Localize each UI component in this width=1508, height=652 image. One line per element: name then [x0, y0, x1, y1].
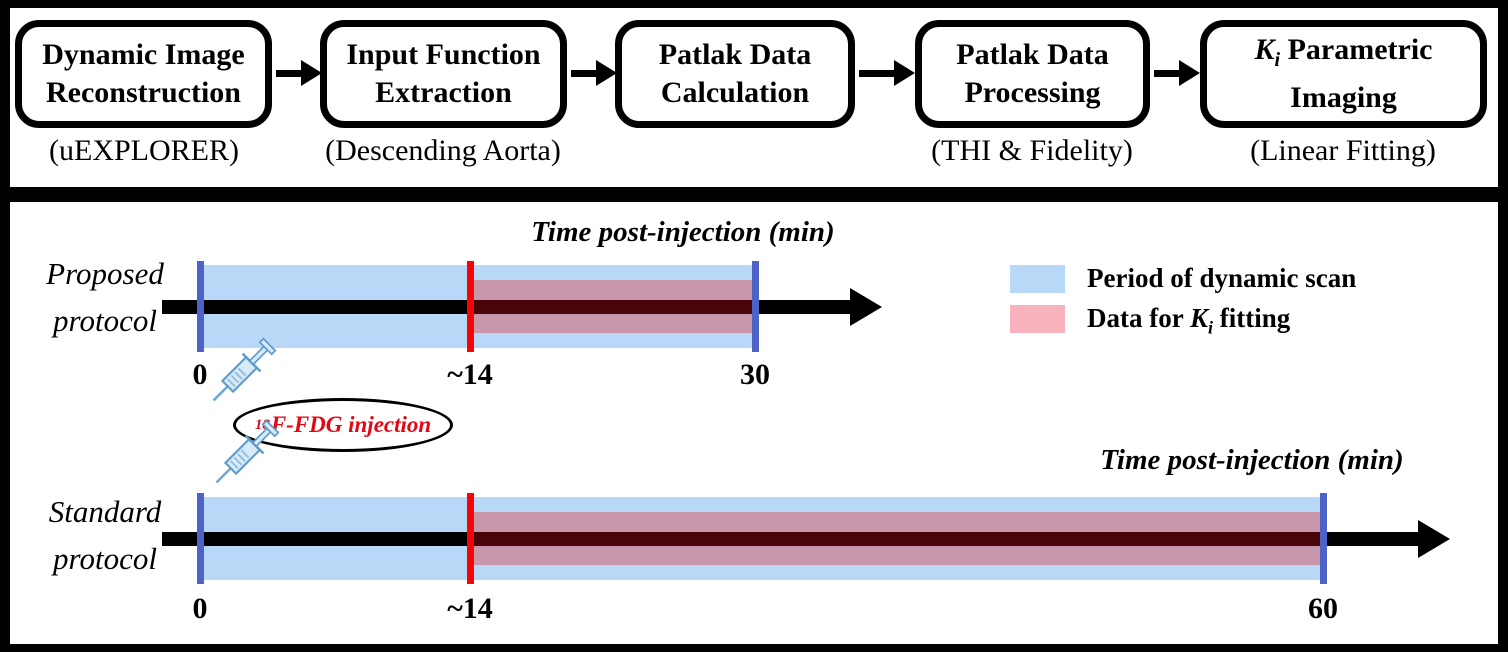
arrow-3-shaft — [859, 70, 896, 77]
box-line2: Calculation — [660, 76, 810, 109]
box-line1: Patlak Data — [658, 38, 812, 71]
caption-descending-aorta: (Descending Aorta) — [325, 134, 561, 167]
legend-label-ki-fitting: Data for Ki fitting — [1087, 303, 1290, 338]
flowchart-box-input-function-extraction: Input Function Extraction — [320, 20, 567, 128]
legend-ki-symbol: K — [1189, 303, 1208, 333]
standard-time-axis-fitting-segment — [470, 532, 1323, 546]
box-line2: Processing — [964, 76, 1101, 109]
flowchart-box-patlak-data-calculation: Patlak Data Calculation — [615, 20, 855, 128]
flowchart-box-dynamic-image-reconstruction: Dynamic Image Reconstruction — [15, 20, 272, 128]
caption-thi-fidelity: (THI & Fidelity) — [931, 134, 1133, 167]
proposed-tick-30: 30 — [740, 358, 770, 391]
ki-symbol: K — [1254, 33, 1275, 66]
standard-label-line1: Standard — [48, 494, 162, 529]
box-line2: Extraction — [375, 76, 512, 109]
proposed-protocol-label: Proposed protocol — [30, 250, 180, 344]
legend-swatch-ki-fitting — [1010, 305, 1065, 333]
standard-marker-end — [1320, 493, 1327, 584]
standard-marker-start — [197, 493, 204, 584]
timeline-panel: Time post-injection (min) Proposed proto… — [10, 202, 1498, 644]
legend-ki-subscript: i — [1208, 317, 1214, 338]
arrow-2-shaft — [571, 70, 598, 77]
box-line1: Patlak Data — [956, 38, 1109, 71]
proposed-label-line1: Proposed — [46, 256, 164, 291]
proposed-label-line2: protocol — [53, 303, 157, 338]
caption-linear-fitting: (Linear Fitting) — [1250, 134, 1436, 167]
proposed-tick-14: ~14 — [447, 358, 493, 391]
syringe-icon-proposed — [212, 337, 277, 402]
arrow-4-shaft — [1154, 70, 1181, 77]
proposed-marker-start — [197, 261, 204, 352]
legend-label-dynamic-scan: Period of dynamic scan — [1087, 263, 1357, 293]
arrow-4-head-icon — [1179, 60, 1200, 86]
proposed-time-axis-fitting-segment — [470, 300, 755, 314]
ki-subscript: i — [1274, 49, 1281, 71]
standard-tick-0: 0 — [192, 592, 208, 625]
standard-tick-14: ~14 — [447, 592, 493, 625]
box-line2: Imaging — [1290, 81, 1397, 114]
box-line2: Reconstruction — [46, 76, 241, 109]
caption-uexplorer: (uEXPLORER) — [49, 134, 239, 167]
proposed-marker-end — [752, 261, 759, 352]
syringe-icon-standard — [215, 419, 280, 484]
arrow-1-head-icon — [301, 60, 322, 86]
legend-swatch-dynamic-scan — [1010, 265, 1065, 293]
arrow-3-head-icon — [894, 60, 915, 86]
arrow-1-shaft — [276, 70, 303, 77]
flowchart-box-ki-parametric-imaging: Ki Parametric Imaging — [1200, 20, 1487, 128]
flowchart-panel: Dynamic Image Reconstruction (uEXPLORER)… — [10, 8, 1498, 187]
proposed-axis-arrowhead-icon — [850, 288, 882, 326]
standard-axis-title: Time post-injection (min) — [1100, 444, 1404, 476]
fdg-injection-text: F-FDG injection — [270, 412, 432, 437]
box-line1-rest: Parametric — [1280, 33, 1433, 66]
flowchart-box-patlak-data-processing: Patlak Data Processing — [915, 20, 1150, 128]
box-line1: Ki Parametric — [1255, 31, 1433, 79]
proposed-tick-0: 0 — [192, 358, 208, 391]
standard-label-line2: protocol — [53, 541, 157, 576]
legend-ki-post: fitting — [1213, 303, 1291, 333]
box-line1: Dynamic Image — [42, 38, 245, 71]
proposed-marker-fitting-start — [467, 261, 474, 352]
arrow-2-head-icon — [596, 60, 617, 86]
box-line1: Input Function — [346, 38, 541, 71]
standard-tick-60: 60 — [1308, 592, 1338, 625]
standard-protocol-label: Standard protocol — [30, 488, 180, 582]
proposed-axis-title: Time post-injection (min) — [531, 216, 835, 248]
standard-axis-arrowhead-icon — [1418, 520, 1450, 558]
legend-ki-pre: Data for — [1087, 303, 1190, 333]
standard-marker-fitting-start — [467, 493, 474, 584]
